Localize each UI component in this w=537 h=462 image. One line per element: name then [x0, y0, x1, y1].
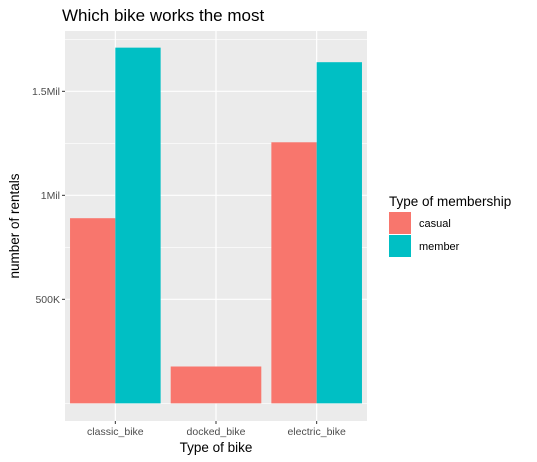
y-axis-title: number of rentals — [7, 173, 22, 278]
chart-title: Which bike works the most — [62, 6, 264, 25]
y-tick-label: 1.5Mil — [32, 86, 60, 98]
legend-label-member: member — [419, 241, 460, 253]
bar-casual-docked_bike — [170, 366, 262, 404]
legend-key-casual — [389, 212, 411, 234]
x-tick-label: docked_bike — [187, 426, 246, 438]
bar-casual-classic_bike — [70, 218, 116, 404]
bar-member-electric_bike — [316, 62, 362, 404]
legend-key-member — [389, 235, 411, 257]
bar-casual-electric_bike — [271, 142, 317, 404]
y-tick-label: 500K — [35, 294, 60, 306]
y-tick-label: 1Mil — [41, 190, 60, 202]
legend-title: Type of membership — [389, 194, 511, 209]
x-tick-label: classic_bike — [87, 426, 144, 438]
legend: Type of membership casual member — [389, 194, 511, 257]
x-axis-title: Type of bike — [180, 440, 253, 455]
legend-label-casual: casual — [419, 218, 451, 230]
bar-member-classic_bike — [115, 47, 161, 404]
x-tick-label: electric_bike — [287, 426, 346, 438]
